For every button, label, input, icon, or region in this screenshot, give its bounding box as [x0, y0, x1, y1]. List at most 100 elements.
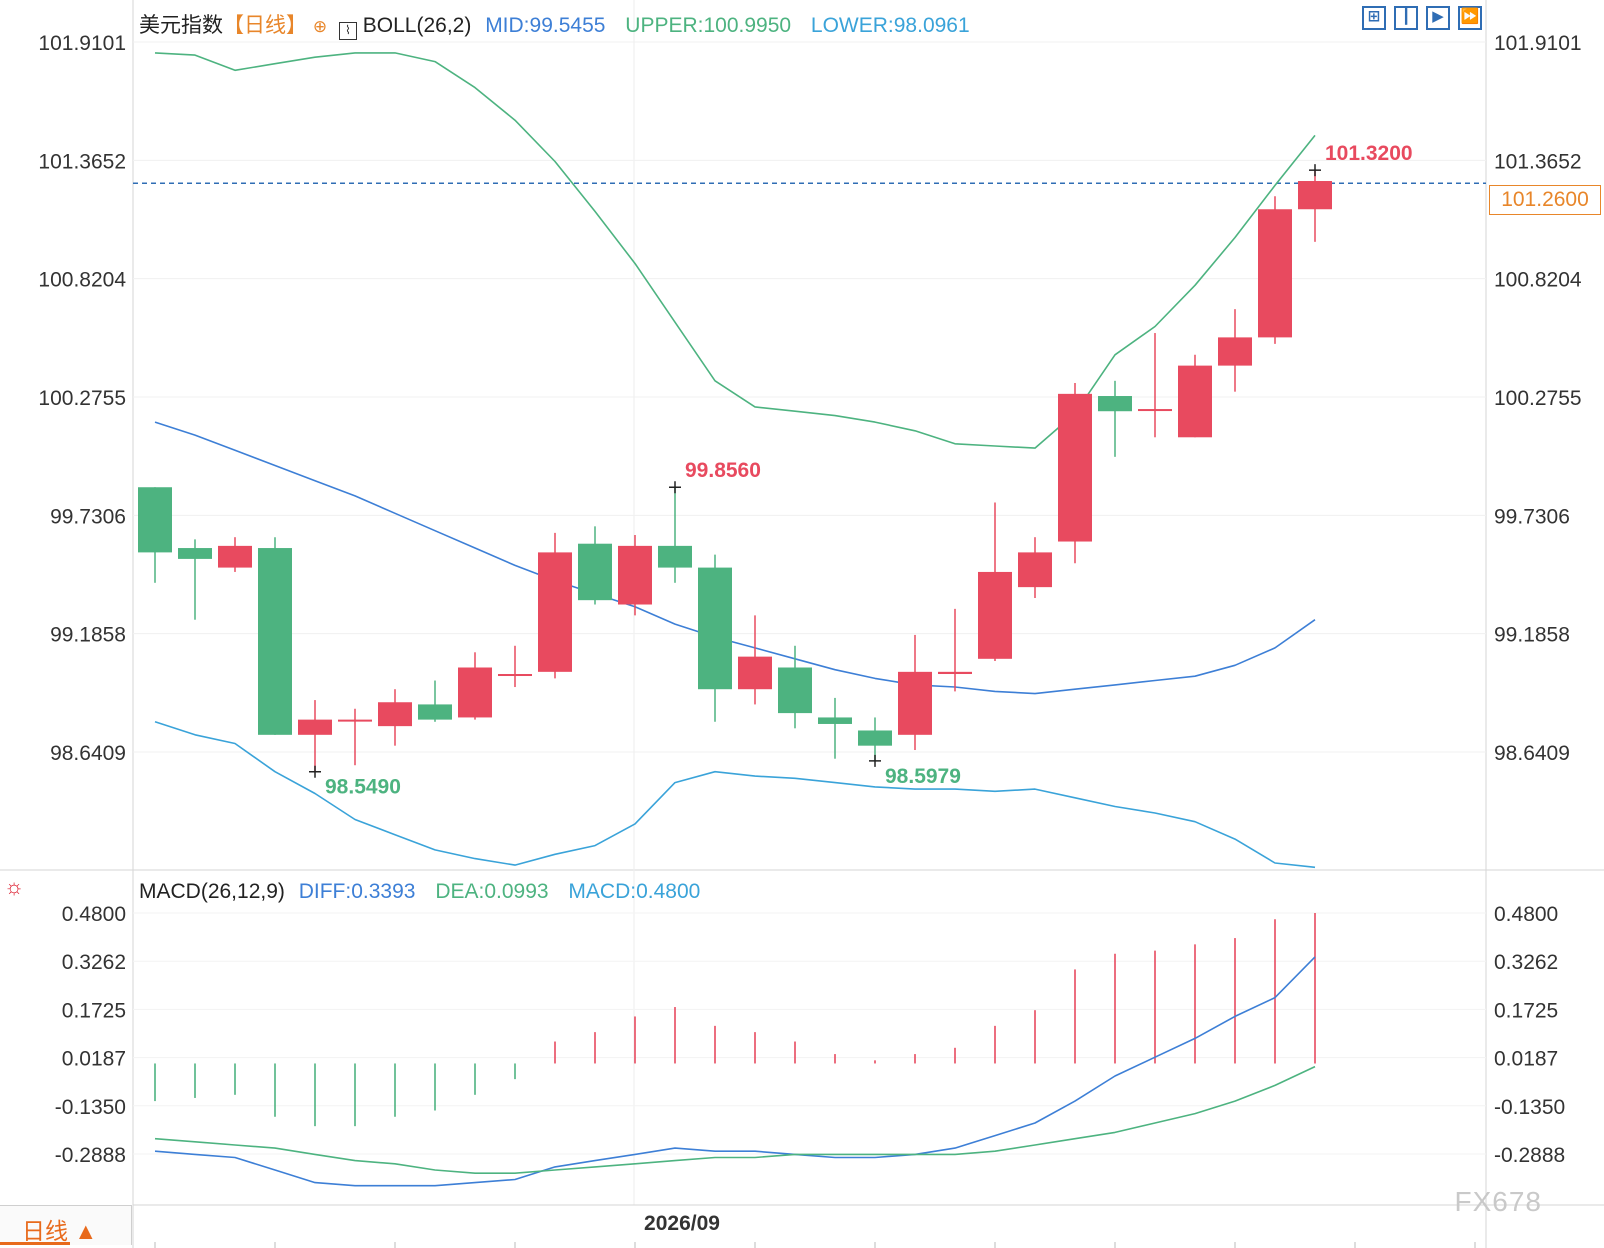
macd-y-tick-label-right: -0.2888 — [1494, 1144, 1565, 1167]
macd-y-tick-label-left: 0.3262 — [62, 951, 126, 974]
candle-up — [1138, 333, 1172, 438]
y-tick-label-left: 101.9101 — [38, 32, 126, 55]
candle-up — [458, 652, 492, 720]
candle-body — [418, 704, 452, 720]
candle-up — [938, 608, 972, 692]
candle-up — [1018, 537, 1052, 598]
low-price-annotation: 98.5979 — [885, 765, 961, 788]
candle-body — [1298, 181, 1332, 210]
y-tick-label-left: 99.1858 — [50, 624, 126, 647]
candle-body — [378, 702, 412, 727]
settings-target-icon[interactable]: ⊕ — [312, 17, 328, 36]
current-price-tag: 101.2600 — [1489, 185, 1601, 215]
fast-forward-icon[interactable]: ⏩ — [1458, 6, 1482, 30]
bar-chart-icon[interactable]: ┃ — [1394, 6, 1418, 30]
low-price-annotation: 98.5490 — [325, 776, 401, 799]
candle-body — [938, 671, 972, 675]
y-tick-label-left: 100.2755 — [38, 387, 126, 410]
macd-y-tick-label-left: 0.4800 — [62, 903, 126, 926]
macd-dea-value: DEA:0.0993 — [435, 880, 549, 903]
boll-label: BOLL(26,2) — [362, 14, 472, 37]
macd-y-tick-label-right: -0.1350 — [1494, 1096, 1565, 1119]
macd-panel — [154, 913, 1476, 1248]
macd-y-tick-label-left: 0.1725 — [62, 999, 126, 1022]
candle-up — [1298, 170, 1332, 242]
candle-body — [1018, 552, 1052, 588]
candle-body — [698, 567, 732, 690]
candle-body — [858, 730, 892, 746]
y-tick-label-right: 101.3652 — [1494, 150, 1582, 173]
macd-dea-line — [154, 1065, 1316, 1174]
period-tab-label: 日线 ▲ — [22, 1218, 98, 1244]
candle-down — [418, 680, 452, 722]
candle-up — [498, 645, 532, 688]
grid-icon[interactable]: ⊞ — [1362, 6, 1386, 30]
candle-up — [1058, 382, 1092, 564]
period-tab-daily[interactable]: 日线 ▲ — [0, 1205, 132, 1245]
candle-body — [818, 717, 852, 724]
candle-body — [218, 545, 252, 568]
candle-down — [178, 539, 212, 620]
candle-body — [618, 545, 652, 605]
period-tab-underline — [0, 1242, 70, 1245]
candle-up — [538, 532, 572, 679]
boll-upper-line — [154, 52, 1316, 449]
macd-diff-value: DIFF:0.3393 — [298, 880, 416, 903]
boll-lower-value: LOWER:98.0961 — [810, 14, 970, 37]
candle-up — [1258, 196, 1292, 344]
candle-up — [1218, 309, 1252, 392]
y-tick-label-right: 101.9101 — [1494, 32, 1582, 55]
macd-y-tick-label-right: 0.3262 — [1494, 951, 1558, 974]
y-tick-label-left: 99.7306 — [50, 505, 126, 528]
candle-body — [1258, 209, 1292, 338]
macd-label: MACD(26,12,9) — [139, 880, 285, 903]
candle-down — [258, 537, 292, 735]
macd-y-tick-label-right: 0.4800 — [1494, 903, 1558, 926]
candle-body — [1138, 409, 1172, 412]
candle-up — [898, 634, 932, 751]
candle-body — [538, 552, 572, 672]
y-tick-label-left: 98.6409 — [50, 742, 126, 765]
x-axis-date-label: 2026/09 — [644, 1212, 720, 1235]
high-price-annotation: 99.8560 — [685, 459, 761, 482]
play-icon[interactable]: ▶ — [1426, 6, 1450, 30]
candle-body — [978, 571, 1012, 659]
candle-body — [498, 674, 532, 677]
macd-diff-line — [154, 956, 1316, 1187]
y-axis-labels: 101.9101 101.9101 101.3652 101.3652 100.8204… — [38, 32, 1582, 1167]
candle-body — [1178, 365, 1212, 438]
candlesticks — [138, 170, 1332, 772]
candle-down — [1098, 380, 1132, 457]
candle-body — [778, 667, 812, 714]
watermark: FX678 — [1454, 1186, 1542, 1217]
candle-up — [338, 708, 372, 766]
candle-up — [1178, 354, 1212, 438]
candle-body — [138, 487, 172, 553]
macd-macd-value: MACD:0.4800 — [568, 880, 701, 903]
candle-down — [658, 487, 692, 583]
boll-lower-line — [154, 721, 1316, 869]
macd-settings-icon[interactable]: ☼ — [4, 874, 25, 899]
candle-down — [698, 554, 732, 722]
candle-up — [378, 689, 412, 746]
candle-body — [658, 545, 692, 568]
candle-body — [1058, 393, 1092, 542]
candle-down — [778, 645, 812, 729]
y-tick-label-right: 100.8204 — [1494, 269, 1582, 292]
macd-y-tick-label-right: 0.1725 — [1494, 999, 1558, 1022]
candle-down — [578, 526, 612, 605]
candle-up — [978, 502, 1012, 661]
y-tick-label-right: 99.1858 — [1494, 624, 1570, 647]
gridlines — [133, 41, 1486, 1155]
candle-body — [1218, 337, 1252, 366]
y-tick-label-right: 100.2755 — [1494, 387, 1582, 410]
indicator-chart-icon[interactable]: ⌇ — [338, 22, 357, 40]
candle-down — [818, 697, 852, 759]
boll-bands — [154, 52, 1316, 869]
period-label: 【日线】 — [223, 14, 307, 37]
high-price-annotation: 101.3200 — [1325, 142, 1413, 165]
macd-header: MACD(26,12,9) DIFF:0.3393 DEA:0.0993 MAC… — [139, 880, 700, 904]
candle-up — [738, 615, 772, 705]
